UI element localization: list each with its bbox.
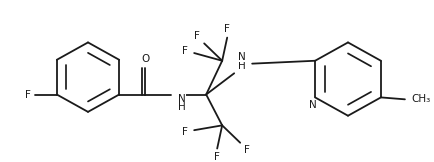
Text: N: N [238, 52, 246, 62]
Text: F: F [244, 145, 250, 156]
Text: H: H [238, 61, 246, 71]
Text: H: H [178, 102, 186, 112]
Text: N: N [309, 100, 317, 110]
Text: F: F [214, 152, 220, 162]
Text: O: O [141, 54, 149, 64]
Text: F: F [194, 31, 200, 41]
Text: CH₃: CH₃ [411, 94, 431, 104]
Text: F: F [224, 24, 230, 34]
Text: N: N [178, 94, 186, 104]
Text: F: F [182, 127, 188, 137]
Text: F: F [25, 90, 31, 99]
Text: F: F [182, 46, 188, 56]
